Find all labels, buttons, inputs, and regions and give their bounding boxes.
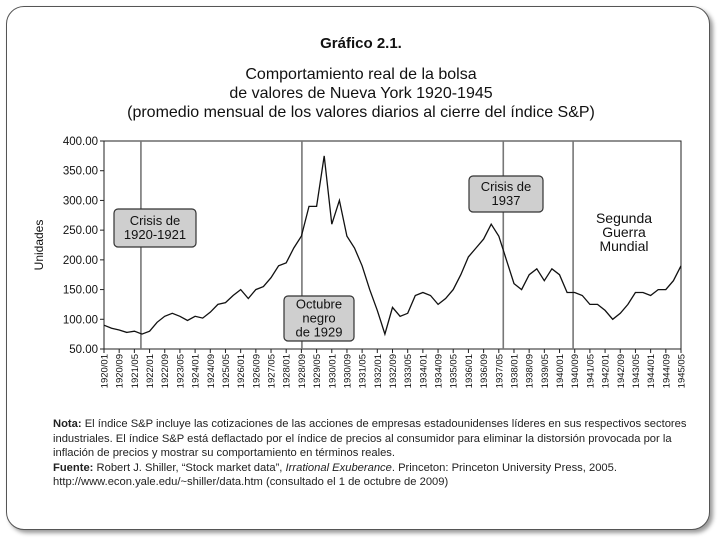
x-tick-label: 1940/01 [555,354,566,388]
chart-title: de valores de Nueva York 1920-1945 [229,85,492,102]
annotation-text: Guerra [602,224,646,240]
x-tick-label: 1920/09 [115,354,126,388]
figure-label: Gráfico 2.1. [320,35,402,52]
annotation-text: de 1929 [296,325,343,340]
annotation-text: 1920-1921 [124,227,186,242]
x-tick-label: 1926/01 [236,354,247,388]
x-tick-label: 1929/05 [312,354,323,388]
annotation-text: Crisis de [481,179,532,194]
x-tick-label: 1930/01 [327,354,338,388]
slide: Gráfico 2.1. Comportamiento real de la b… [6,6,710,530]
x-tick-label: 1938/09 [525,354,536,388]
annotation-box [283,295,355,342]
x-tick-label: 1920/01 [100,354,111,388]
x-tick-label: 1941/05 [585,354,596,388]
x-tick-label: 1922/09 [160,354,171,388]
x-tick-label: 1940/09 [570,354,581,388]
x-tick-label: 1933/05 [403,354,414,388]
x-tick-label: 1930/09 [342,354,353,388]
annotation-box [113,208,197,248]
x-tick-label: 1924/09 [206,354,217,388]
x-tick-label: 1936/09 [479,354,490,388]
source-text: . Princeton: Princeton University Press,… [53,461,617,489]
source: Fuente: Robert J. Shiller, “Stock market… [53,461,693,490]
y-tick-label: 50.00 [69,344,98,356]
x-tick-label: 1938/01 [509,354,520,388]
annotation-text: Mundial [599,238,648,254]
y-tick-label: 200.00 [63,255,98,267]
x-tick-label: 1931/05 [358,354,369,388]
chart-title: (promedio mensual de los valores diarios… [127,104,595,121]
source-label: Fuente: [53,461,94,474]
x-tick-label: 1936/01 [464,354,475,388]
x-tick-label: 1945/05 [677,354,688,388]
annotation-text: 1937 [492,193,521,208]
y-tick-label: 100.00 [63,314,98,326]
y-tick-label: 150.00 [63,285,98,297]
x-tick-label: 1923/05 [175,354,186,388]
source-title: Irrational Exuberance [285,461,392,474]
x-tick-label: 1944/01 [646,354,657,388]
x-tick-label: 1927/05 [267,354,278,388]
x-tick-label: 1932/01 [373,354,384,388]
x-tick-label: 1926/09 [251,354,262,388]
source-text: Robert J. Shiller, “Stock market data”, [96,461,283,474]
note: Nota: El índice S&P incluye las cotizaci… [53,417,693,461]
notes: Nota: El índice S&P incluye las cotizaci… [53,417,693,513]
x-tick-label: 1935/05 [449,354,460,388]
x-tick-label: 1937/05 [494,354,505,388]
x-tick-label: 1934/01 [418,354,429,388]
y-tick-label: 250.00 [63,225,98,237]
x-tick-label: 1942/01 [601,354,612,388]
x-tick-label: 1925/05 [221,354,232,388]
x-tick-label: 1932/09 [388,354,399,388]
chart: Gráfico 2.1. Comportamiento real de la b… [32,35,688,388]
x-tick-label: 1943/05 [631,354,642,388]
x-tick-label: 1942/09 [616,354,627,388]
y-tick-label: 350.00 [63,166,98,178]
y-axis-label: Unidades [32,220,46,271]
x-tick-label: 1928/01 [282,354,293,388]
annotation-text: Crisis de [130,213,181,228]
annotation-text: negro [302,311,335,326]
x-tick-label: 1921/05 [130,354,141,388]
x-tick-label: 1934/09 [434,354,445,388]
series-line [103,155,682,337]
y-tick-label: 400.00 [63,136,98,148]
x-tick-label: 1922/01 [145,354,156,388]
annotation-text: Octubre [296,297,342,312]
x-tick-label: 1928/09 [297,354,308,388]
x-tick-label: 1924/01 [191,354,202,388]
annotation-box [468,175,544,213]
y-tick-label: 300.00 [63,195,98,207]
note-label: Nota: [53,418,82,430]
x-tick-label: 1944/09 [661,354,672,388]
chart-title: Comportamiento real de la bolsa [245,66,476,83]
annotation-text: Segunda [596,210,652,226]
note-text: El índice S&P incluye las cotizaciones d… [53,418,687,460]
x-tick-label: 1939/05 [540,354,551,388]
